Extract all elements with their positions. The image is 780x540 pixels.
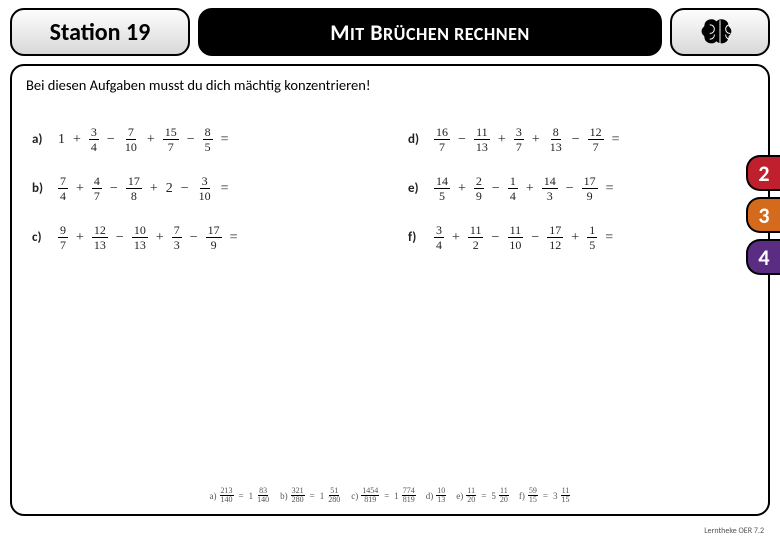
problem-row: f)34+112−1110−1712+15= [408, 224, 754, 251]
fraction: 15 [587, 224, 597, 251]
answer-item: b)321280=151280 [280, 487, 341, 504]
fraction: 310 [197, 175, 213, 202]
problem-label: f) [408, 230, 434, 245]
fraction: 5915 [528, 487, 538, 504]
fraction: 213140 [220, 487, 234, 504]
fraction: 774819 [402, 487, 416, 504]
fraction: 179 [206, 224, 222, 251]
fraction: 167 [434, 126, 450, 153]
problem-expression: 167−1113+37+813−127= [434, 126, 622, 153]
brain-icon [697, 15, 743, 49]
fraction: 813 [548, 126, 564, 153]
problem-expression: 97+1213−1013+73−179= [58, 224, 240, 251]
station-label: Station 19 [10, 8, 190, 56]
answer-key: a)213140=183140 b)321280=151280 c)1454819=… [12, 487, 768, 504]
problem-expression: 74+47−178+2−310= [58, 175, 231, 202]
problem-row: b)74+47−178+2−310= [32, 175, 378, 202]
side-tab-4[interactable]: 4 [746, 239, 780, 275]
answer-item: f)5915=31115 [519, 487, 571, 504]
fraction: 74 [58, 175, 68, 202]
worksheet-panel: Bei diesen Aufgaben musst du dich mächti… [10, 64, 770, 516]
fraction: 1115 [560, 487, 570, 504]
answer-item: e)1120=51120 [456, 487, 509, 504]
problem-label: e) [408, 181, 434, 196]
fraction: 1120 [466, 487, 476, 504]
fraction: 29 [474, 175, 484, 202]
side-tab-3[interactable]: 3 [746, 197, 780, 233]
problem-expression: 34+112−1110−1712+15= [434, 224, 615, 251]
problem-label: c) [32, 230, 58, 245]
title-part-3: B [370, 19, 383, 46]
problem-expression: 145+29−14+143−179= [434, 175, 616, 202]
fraction: 1113 [474, 126, 490, 153]
problem-row: c)97+1213−1013+73−179= [32, 224, 378, 251]
title-part-4: RÜCHEN RECHNEN [383, 23, 530, 45]
problem-expression: 1+34−710+157−85= [58, 126, 231, 153]
fraction: 178 [126, 175, 142, 202]
side-tabs: 2 3 4 [746, 155, 780, 275]
page-title: MIT BRÜCHEN RECHNEN [198, 8, 662, 56]
problem-label: a) [32, 132, 58, 147]
fraction: 14 [508, 175, 518, 202]
fraction: 145 [434, 175, 450, 202]
problem-row: e)145+29−14+143−179= [408, 175, 754, 202]
fraction: 321280 [291, 487, 305, 504]
icon-holder [670, 8, 770, 56]
side-tab-2[interactable]: 2 [746, 155, 780, 191]
fraction: 83140 [256, 487, 270, 504]
problem-row: a)1+34−710+157−85= [32, 126, 378, 153]
fraction: 1454819 [361, 487, 379, 504]
problem-label: b) [32, 181, 58, 196]
fraction: 1120 [499, 487, 509, 504]
title-part-2: IT [350, 23, 365, 45]
answer-item: a)213140=183140 [210, 487, 271, 504]
fraction: 143 [542, 175, 558, 202]
fraction: 37 [514, 126, 524, 153]
fraction: 179 [582, 175, 598, 202]
fraction: 1013 [132, 224, 148, 251]
answer-item: c)1454819=1774819 [351, 487, 416, 504]
fraction: 1110 [507, 224, 523, 251]
footer-credit: Lerntheke OER 7.2 [704, 526, 764, 536]
fraction: 157 [163, 126, 179, 153]
fraction: 51280 [327, 487, 341, 504]
intro-text: Bei diesen Aufgaben musst du dich mächti… [26, 76, 754, 94]
fraction: 34 [434, 224, 444, 251]
problems-grid: a)1+34−710+157−85= d)167−1113+37+813−127=… [32, 126, 754, 251]
answer-item: d)1013 [426, 487, 447, 504]
problem-row: d)167−1113+37+813−127= [408, 126, 754, 153]
problem-label: d) [408, 132, 434, 147]
fraction: 73 [172, 224, 182, 251]
fraction: 85 [203, 126, 213, 153]
fraction: 112 [468, 224, 484, 251]
fraction: 34 [89, 126, 99, 153]
fraction: 1712 [547, 224, 563, 251]
fraction: 127 [588, 126, 604, 153]
title-part-1: M [330, 19, 350, 46]
fraction: 1213 [92, 224, 108, 251]
fraction: 710 [123, 126, 139, 153]
fraction: 47 [92, 175, 102, 202]
fraction: 97 [58, 224, 68, 251]
fraction: 1013 [436, 487, 446, 504]
